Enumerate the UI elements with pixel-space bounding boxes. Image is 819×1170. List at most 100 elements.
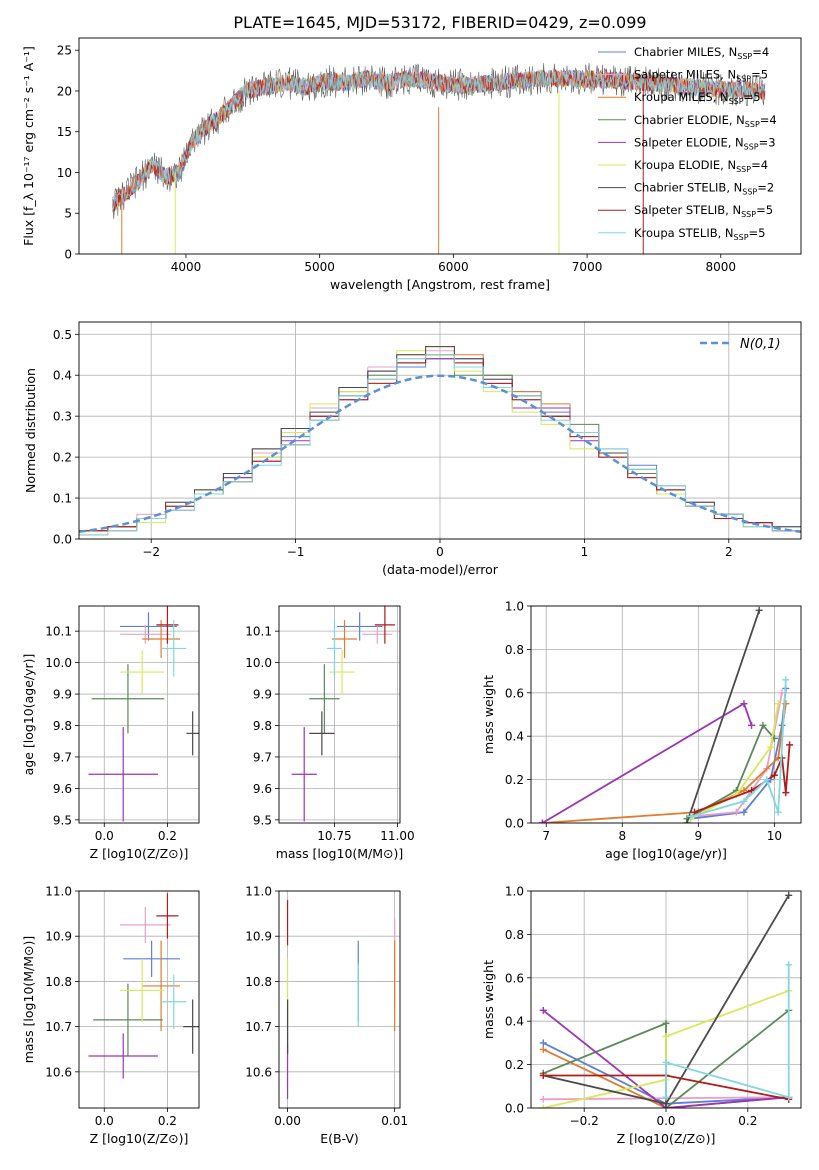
weight-marker [539,1104,547,1108]
age-vs-mass-panel: 10.75 11.00 9.5 9.6 9.7 9.8 9.9 10.0 10.1 mass [l… [245,605,415,861]
weight-marker [785,891,793,899]
legend-model-name: Salpeter ELODIE [634,135,728,149]
x-tick-label: 0.2 [158,829,177,843]
x-axis-label: Z [log10(Z/Z⊙)] [90,846,189,861]
x-tick-label: 6000 [438,260,469,274]
weight-marker [539,1045,547,1053]
y-axis-label: mass [log10(M/M⊙)] [21,936,36,1064]
weight-marker [786,741,794,749]
legend-entry: Salpeter ELODIE, NSSP=3 [634,135,776,151]
mass-vs-z-grid [79,890,199,1108]
spectrum-line-kroupa-stelib [112,69,766,210]
y-tick-label: 20 [57,84,72,98]
legend-n-value: 5 [761,68,768,82]
y-tick-label: 25 [57,44,72,58]
errorbar-point-kroupa-miles [142,940,181,1032]
errorbar-point-chabrier-stelib [186,711,199,756]
y-tick-label: 15 [57,125,72,139]
weight-vs-age-grid [531,605,801,824]
weight-marker [782,789,790,797]
weight-line-salpeter-elodie [541,702,753,823]
weight-marker [539,1095,547,1103]
errorbar-point-salpeter-elodie [88,727,158,822]
errorbar-point-salpeter-stelib [374,606,395,644]
legend-eq: = [749,226,759,240]
mass-vs-z-plot-area [88,893,199,1079]
x-tick-label: 4000 [171,260,202,274]
y-tick-label: 0.8 [505,928,524,942]
residuals-axes-frame [78,321,802,540]
weight-marker [774,808,782,816]
x-axis-label: E(B-V) [320,1131,359,1146]
weight-line-salpeter-stelib [694,744,791,813]
x-tick-label: 9 [695,829,703,843]
legend-eq: = [757,181,767,195]
errorbar-point-salpeter-stelib [156,606,179,644]
x-tick-label: 11.00 [380,829,414,843]
errorbar-point-salpeter-miles [362,624,393,644]
spectrum-panel: 4000 5000 6000 7000 80000510152025wavelength… [21,37,802,292]
legend-n-prefix: , N [718,226,734,240]
legend-n-prefix: , N [713,90,729,104]
x-tick-label: 0.01 [381,1114,408,1128]
residuals-plot-area [79,346,801,539]
y-tick-label: 5 [64,207,72,221]
legend-model-name: Kroupa ELODIE [634,158,720,172]
errorbar-point-kroupa-stelib [326,620,343,677]
legend-eq: = [752,45,762,59]
y-tick-label: 0.4 [53,369,72,383]
errorbar-point-kroupa-miles [331,620,358,658]
x-axis-label: Z [log10(Z/Z⊙)] [90,1131,189,1146]
legend-n-prefix: , N [728,135,744,149]
y-tick-label: 1.0 [505,600,524,614]
y-tick-label: 11.0 [45,885,72,899]
residuals-panel: −2 −1 0 1 2 0.0 0.1 0.2 0.3 0.4 0.5 (data-model)/er… [23,321,802,577]
y-tick-label: 10.7 [245,1020,272,1034]
weight-marker [539,1006,547,1014]
x-axis-label: age [log10(age/yr)] [605,846,727,861]
y-tick-label: 0.3 [53,410,72,424]
x-tick-label: 0 [436,545,444,559]
y-tick-label: 0.8 [505,643,524,657]
mass-vs-ebv-plot-area [286,900,396,1099]
y-tick-label: 10.7 [45,1020,72,1034]
legend-eq: = [744,90,754,104]
errorbar-point-kroupa-miles [142,620,181,658]
weight-marker [732,808,740,816]
y-tick-label: 9.7 [253,750,272,764]
weight-vs-z-axes-frame [530,890,802,1109]
errorbar-point-kroupa-elodie [329,650,355,695]
y-tick-label: 0.6 [505,686,524,700]
weight-marker [740,808,748,816]
y-tick-label: 10.8 [245,975,272,989]
weight-line-salpeter-elodie [542,1009,789,1108]
weight-marker [755,606,763,614]
errorbar-point-chabrier-miles [120,612,177,641]
legend-eq: = [751,68,761,82]
legend-entry: Chabrier STELIB, NSSP=2 [634,181,774,197]
x-tick-label: 2 [725,545,733,559]
weight-marker [539,1039,547,1047]
legend-entry: Kroupa ELODIE, NSSP=4 [634,158,768,174]
legend-n-prefix: , N [720,68,736,82]
legend-subscript: SSP [729,97,744,106]
y-tick-label: 9.9 [53,688,72,702]
age-vs-mass-plot-area [291,606,395,822]
y-tick-label: 11.0 [245,885,272,899]
y-tick-label: 10.0 [245,656,272,670]
errorbar-point-kroupa-stelib [161,974,187,1029]
y-tick-label: 9.8 [53,719,72,733]
x-tick-label: 0.00 [274,1114,301,1128]
y-tick-label: 10.6 [245,1065,272,1079]
age-vs-z-axes-frame [78,605,200,824]
weight-marker [740,700,748,708]
weight-marker [748,786,756,794]
age-vs-mass-axes-frame [278,605,401,824]
y-axis-label: mass weight [481,960,496,1039]
legend-model-name: Salpeter MILES [634,68,720,82]
errorbar-point-salpeter-elodie [291,727,317,822]
legend-n-prefix: , N [720,158,736,172]
legend-model-name: Chabrier MILES [634,45,721,59]
errorbar-point-chabrier-miles [336,612,383,641]
